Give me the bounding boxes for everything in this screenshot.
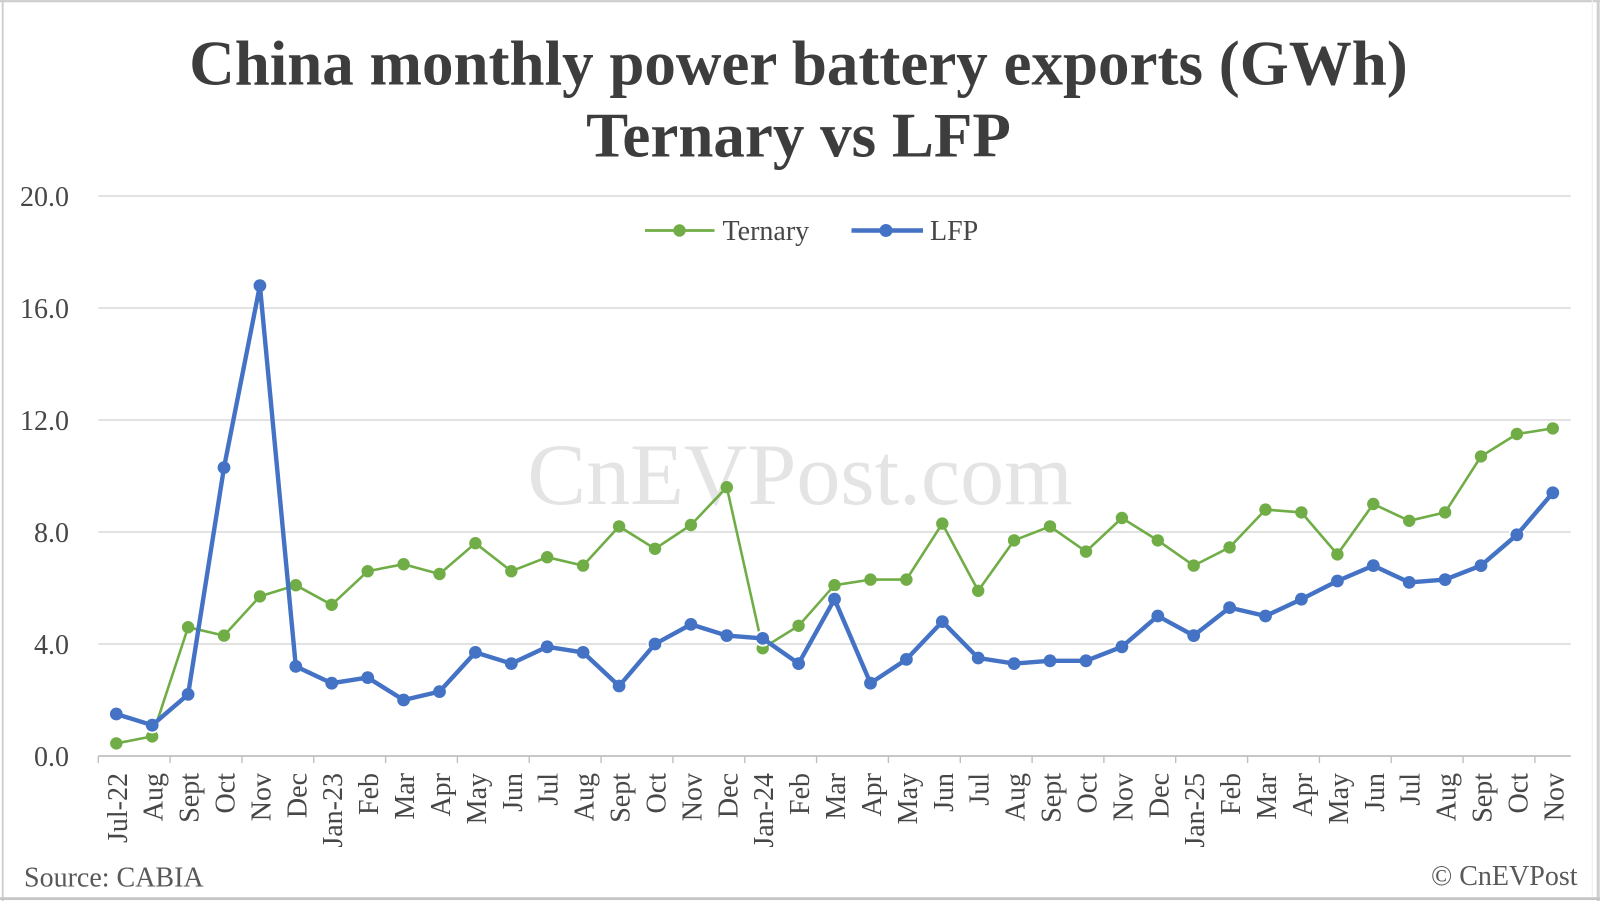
svg-text:Mar: Mar [390, 772, 421, 819]
svg-text:CnEVPost.com: CnEVPost.com [527, 427, 1072, 524]
svg-text:0.0: 0.0 [34, 742, 69, 773]
svg-text:Jan-25: Jan-25 [1180, 773, 1211, 848]
svg-text:© CnEVPost: © CnEVPost [1431, 861, 1578, 892]
svg-text:Sept: Sept [1037, 773, 1068, 823]
svg-text:Jul: Jul [1396, 773, 1427, 806]
svg-text:Jul: Jul [534, 773, 565, 806]
svg-text:LFP: LFP [930, 216, 978, 247]
svg-text:Nov: Nov [1539, 773, 1570, 821]
svg-text:May: May [462, 773, 493, 824]
svg-text:Dec: Dec [713, 773, 744, 818]
svg-text:Sept: Sept [175, 773, 206, 823]
svg-text:May: May [893, 773, 924, 824]
svg-text:Aug: Aug [1432, 773, 1463, 821]
svg-text:Ternary vs LFP: Ternary vs LFP [586, 101, 1011, 171]
svg-text:Jan-23: Jan-23 [318, 773, 349, 848]
svg-text:Jun: Jun [1360, 773, 1391, 812]
svg-text:Apr: Apr [1288, 772, 1319, 816]
svg-text:Jan-24: Jan-24 [749, 773, 780, 848]
svg-text:Nov: Nov [1108, 773, 1139, 821]
svg-text:Feb: Feb [785, 773, 816, 815]
svg-text:Nov: Nov [246, 773, 277, 821]
svg-text:16.0: 16.0 [20, 294, 69, 325]
svg-text:Aug: Aug [570, 773, 601, 821]
svg-text:Oct: Oct [211, 773, 242, 814]
svg-text:12.0: 12.0 [20, 406, 69, 437]
svg-text:Apr: Apr [426, 772, 457, 816]
svg-text:Jul: Jul [965, 773, 996, 806]
svg-text:Source: CABIA: Source: CABIA [24, 863, 204, 894]
svg-text:Nov: Nov [677, 773, 708, 821]
svg-text:Ternary: Ternary [723, 216, 810, 247]
svg-text:Apr: Apr [857, 772, 888, 816]
svg-text:Aug: Aug [139, 773, 170, 821]
svg-text:Sept: Sept [1468, 773, 1499, 823]
svg-text:Jul-22: Jul-22 [103, 773, 134, 843]
svg-text:Jun: Jun [929, 773, 960, 812]
svg-text:4.0: 4.0 [34, 630, 69, 661]
svg-text:Oct: Oct [642, 773, 673, 814]
svg-text:Feb: Feb [354, 773, 385, 815]
svg-text:Oct: Oct [1073, 773, 1104, 814]
svg-text:China monthly power battery ex: China monthly power battery exports (GWh… [189, 29, 1408, 99]
svg-text:Oct: Oct [1503, 773, 1534, 814]
svg-text:Dec: Dec [282, 773, 313, 818]
svg-text:Jun: Jun [498, 773, 529, 812]
svg-text:Dec: Dec [1144, 773, 1175, 818]
svg-text:May: May [1324, 773, 1355, 824]
svg-text:Aug: Aug [1001, 773, 1032, 821]
svg-text:Feb: Feb [1216, 773, 1247, 815]
svg-text:20.0: 20.0 [20, 182, 69, 213]
svg-text:Mar: Mar [1252, 772, 1283, 819]
svg-text:Sept: Sept [606, 773, 637, 823]
svg-text:Mar: Mar [821, 772, 852, 819]
svg-text:8.0: 8.0 [34, 518, 69, 549]
